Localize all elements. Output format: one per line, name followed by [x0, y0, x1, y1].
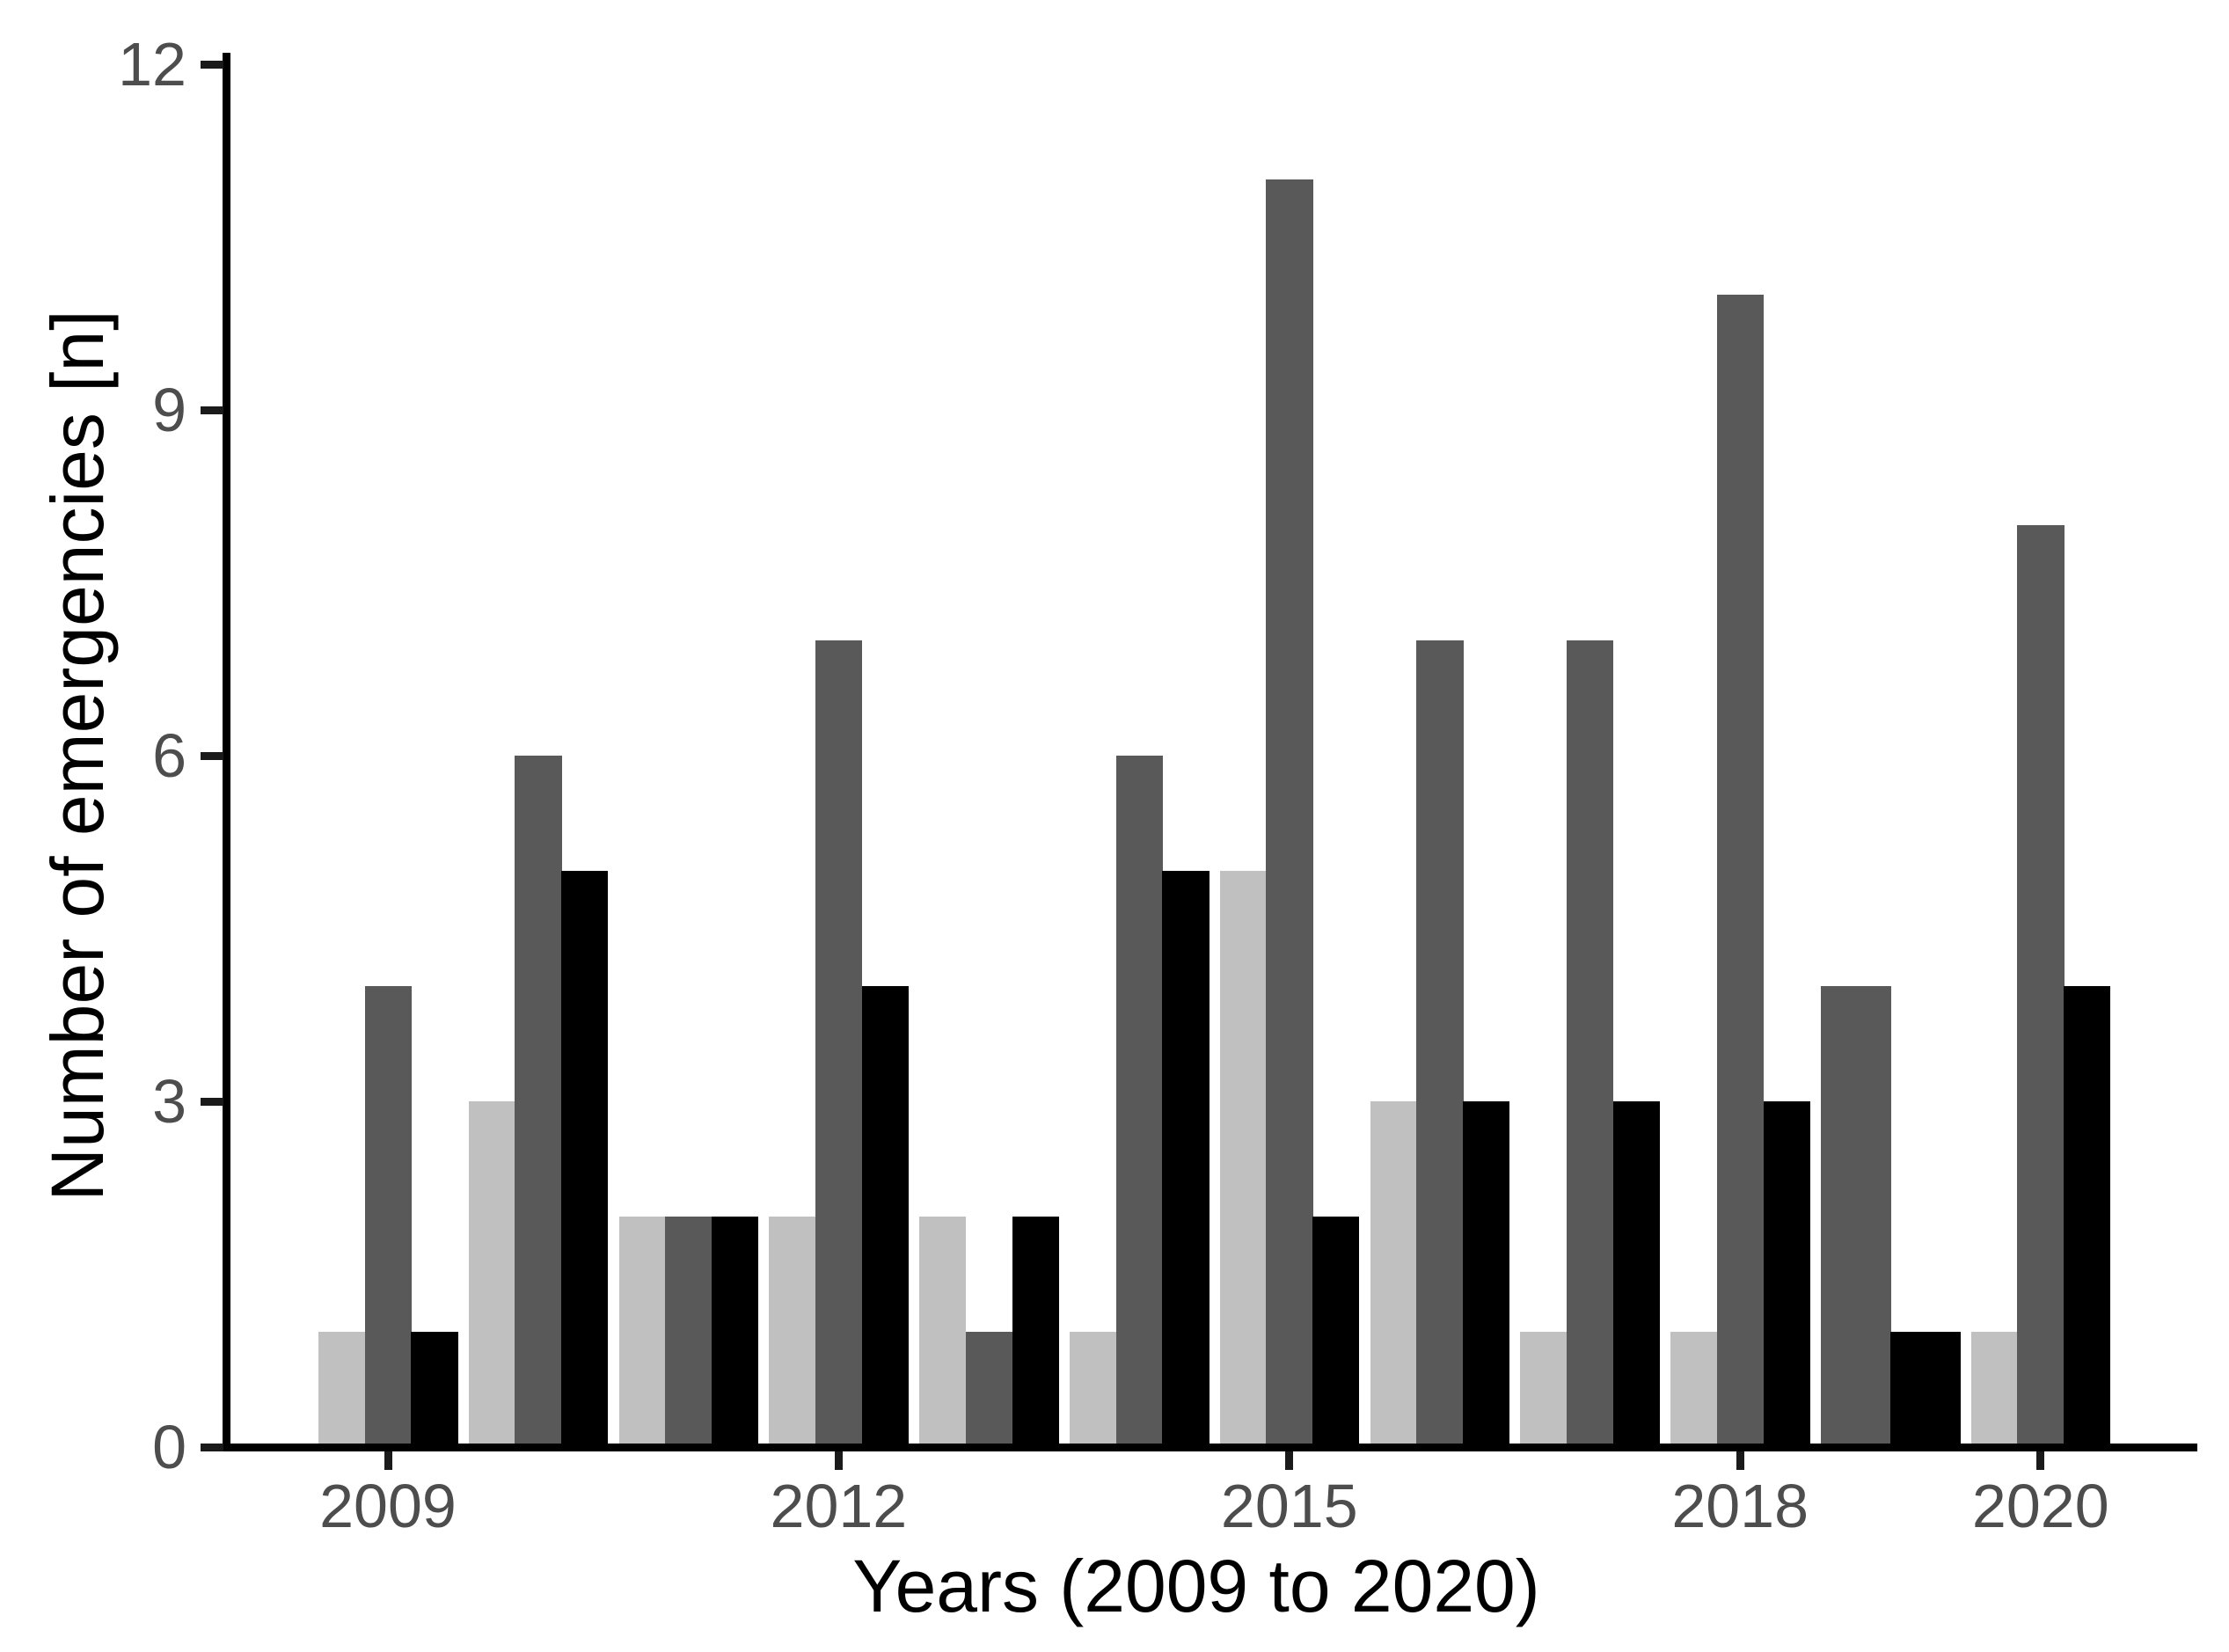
bar-2013-black — [1012, 1217, 1059, 1447]
bar-2016-black — [1462, 1101, 1510, 1447]
x-axis-line — [223, 1444, 2197, 1451]
y-axis-line — [223, 53, 230, 1451]
x-tick-label-2018: 2018 — [1671, 1472, 1809, 1540]
x-tick-2018 — [1736, 1451, 1744, 1470]
x-tick-label-2015: 2015 — [1220, 1472, 1358, 1540]
bar-2018-light-grey — [1670, 1332, 1718, 1447]
y-tick-label-0: 0 — [152, 1413, 186, 1481]
bar-2010-black — [561, 871, 609, 1447]
bar-2013-light-grey — [919, 1217, 967, 1447]
y-tick-label-3: 3 — [152, 1067, 186, 1136]
bar-2010-dark-grey — [515, 756, 562, 1447]
bar-2017-black — [1612, 1101, 1660, 1447]
y-tick-3 — [201, 1097, 223, 1106]
bar-2014-black — [1162, 871, 1210, 1447]
bar-2020-black — [2064, 986, 2111, 1447]
bar-2016-dark-grey — [1416, 640, 1464, 1447]
x-tick-label-2012: 2012 — [770, 1472, 908, 1540]
y-tick-label-6: 6 — [152, 721, 186, 790]
bar-2015-light-grey — [1219, 871, 1268, 1447]
bar-2012-black — [861, 986, 909, 1447]
y-tick-label-12: 12 — [118, 30, 186, 99]
bar-2012-dark-grey — [815, 640, 863, 1447]
bar-2016-light-grey — [1370, 1101, 1417, 1447]
bar-2011-black — [711, 1217, 759, 1447]
bar-2018-dark-grey — [1716, 295, 1765, 1447]
bar-2017-dark-grey — [1567, 640, 1614, 1447]
bar-2011-light-grey — [618, 1217, 666, 1447]
x-tick-2020 — [2036, 1451, 2045, 1470]
x-tick-2012 — [834, 1451, 843, 1470]
bar-2019-dark-grey — [1821, 986, 1891, 1447]
bar-2013-dark-grey — [965, 1332, 1013, 1447]
bar-2014-dark-grey — [1115, 756, 1163, 1447]
x-tick-2009 — [384, 1451, 392, 1470]
bar-2009-black — [411, 1332, 458, 1447]
bar-2010-light-grey — [468, 1101, 516, 1447]
bar-2011-dark-grey — [665, 1217, 713, 1447]
bar-2009-light-grey — [318, 1332, 366, 1447]
x-tick-label-2020: 2020 — [1971, 1472, 2109, 1540]
bar-2012-light-grey — [769, 1217, 816, 1447]
y-tick-0 — [201, 1443, 223, 1451]
bar-2014-light-grey — [1070, 1332, 1117, 1447]
x-axis-title: Years (2009 to 2020) — [852, 1545, 1540, 1627]
bar-2009-dark-grey — [364, 986, 412, 1447]
bar-2017-light-grey — [1520, 1332, 1568, 1447]
bar-2020-dark-grey — [2017, 525, 2065, 1447]
bar-2018-black — [1763, 1101, 1810, 1447]
y-tick-12 — [201, 60, 223, 69]
bar-2019-black — [1890, 1332, 1961, 1447]
bar-2015-dark-grey — [1266, 179, 1313, 1447]
y-tick-9 — [201, 406, 223, 414]
y-tick-label-9: 9 — [152, 376, 186, 444]
x-tick-2015 — [1285, 1451, 1294, 1470]
y-tick-6 — [201, 751, 223, 760]
bar-2015-black — [1312, 1217, 1360, 1447]
x-tick-label-2009: 2009 — [319, 1472, 457, 1540]
bar-2020-light-grey — [1970, 1332, 2019, 1447]
